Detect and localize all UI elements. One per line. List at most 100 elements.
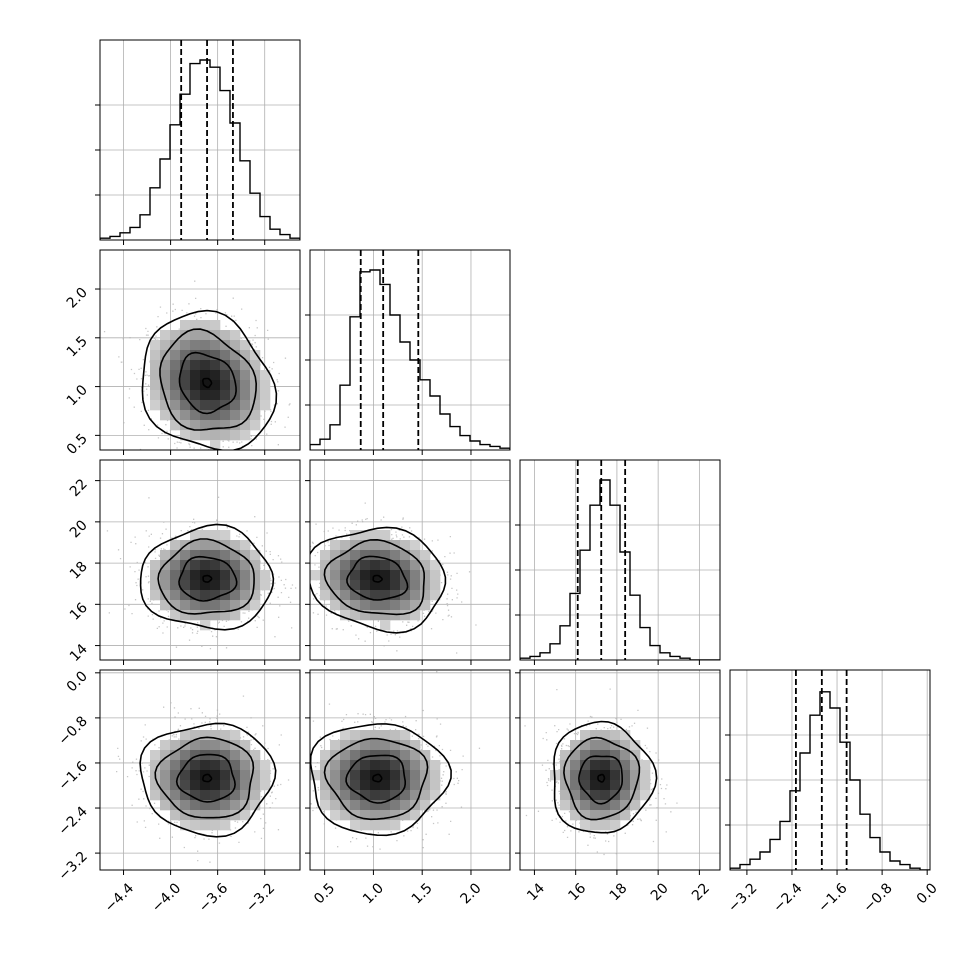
density-cell (240, 750, 251, 761)
y-tick-label: 2.0 (64, 285, 91, 312)
density-panel-1-0 (99, 249, 301, 451)
density-cell (230, 540, 241, 551)
density-cell (340, 770, 351, 781)
density-cell (210, 320, 221, 331)
density-cell (330, 600, 341, 611)
density-cell (190, 740, 201, 751)
density-cell (210, 570, 221, 581)
density-cell (230, 410, 241, 421)
density-cell (360, 780, 371, 791)
density-cell (580, 740, 591, 751)
density-cell (150, 750, 161, 761)
density-cell (240, 400, 251, 411)
y-tick-label: 0.0 (64, 668, 91, 695)
density-cell (610, 820, 621, 831)
density-cell (190, 750, 201, 761)
density-cell (220, 330, 231, 341)
density-contour (563, 736, 641, 821)
density-cell (190, 380, 201, 391)
density-cell (400, 800, 411, 811)
density-cell (240, 790, 251, 801)
density-cell (330, 540, 341, 551)
density-cell (170, 540, 181, 551)
density-cell (390, 560, 401, 571)
density-cell (150, 340, 161, 351)
density-cell (360, 610, 371, 621)
density-cell (590, 800, 601, 811)
density-cell (360, 800, 371, 811)
density-cell (200, 780, 211, 791)
density-cell (180, 570, 191, 581)
density-cell (240, 390, 251, 401)
density-cell (220, 730, 231, 741)
y-tick-label: 14 (67, 641, 91, 665)
density-cell (210, 730, 221, 741)
density-cell (330, 800, 341, 811)
density-cell (220, 430, 231, 441)
y-tick-label: 18 (67, 559, 91, 583)
density-cell (560, 800, 571, 811)
density-cell (410, 580, 421, 591)
density-cell (250, 760, 261, 771)
density-cell (190, 370, 201, 381)
density-cell (240, 810, 251, 821)
density-cell (180, 380, 191, 391)
density-cell (190, 580, 201, 591)
density-cell (380, 820, 391, 831)
density-cell (250, 400, 261, 411)
density-cell (620, 730, 631, 741)
density-cell (600, 750, 611, 761)
density-cell (390, 780, 401, 791)
density-cell (620, 780, 631, 791)
density-cell (180, 770, 191, 781)
density-cell (200, 410, 211, 421)
density-cell (400, 810, 411, 821)
x-tick-label: 0.0 (914, 880, 941, 907)
density-cell (150, 360, 161, 371)
density-panel-2-1 (309, 459, 511, 661)
density-cell (360, 810, 371, 821)
density-cell (220, 340, 231, 351)
density-cell (360, 770, 371, 781)
density-cell (580, 770, 591, 781)
density-cell (210, 350, 221, 361)
density-cell (200, 800, 211, 811)
density-cell (370, 800, 381, 811)
density-cell (190, 590, 201, 601)
density-cell (170, 770, 181, 781)
density-cell (180, 350, 191, 361)
density-cell (380, 560, 391, 571)
density-cell (180, 580, 191, 591)
density-cell (330, 770, 341, 781)
density-cell (240, 370, 251, 381)
density-cell (610, 760, 621, 771)
density-cell (570, 770, 581, 781)
density-cell (190, 770, 201, 781)
density-cell (420, 800, 431, 811)
density-cell (190, 780, 201, 791)
density-cell (190, 430, 201, 441)
density-cell (180, 430, 191, 441)
density-cell (160, 370, 171, 381)
density-cell (230, 610, 241, 621)
density-cell (210, 550, 221, 561)
density-contour (372, 574, 383, 583)
density-cell (420, 580, 431, 591)
density-cell (370, 730, 381, 741)
density-cell (150, 790, 161, 801)
y-tick-label: −0.8 (55, 713, 90, 748)
density-cell (350, 800, 361, 811)
density-cell (370, 760, 381, 771)
density-cell (150, 400, 161, 411)
density-cell (170, 340, 181, 351)
density-cell (360, 600, 371, 611)
density-cell (350, 740, 361, 751)
density-cell (190, 560, 201, 571)
density-cell (170, 400, 181, 411)
density-cell (180, 550, 191, 561)
density-cell (240, 420, 251, 431)
density-cell (200, 760, 211, 771)
density-cell (580, 780, 591, 791)
density-cell (180, 410, 191, 421)
density-cell (160, 600, 171, 611)
